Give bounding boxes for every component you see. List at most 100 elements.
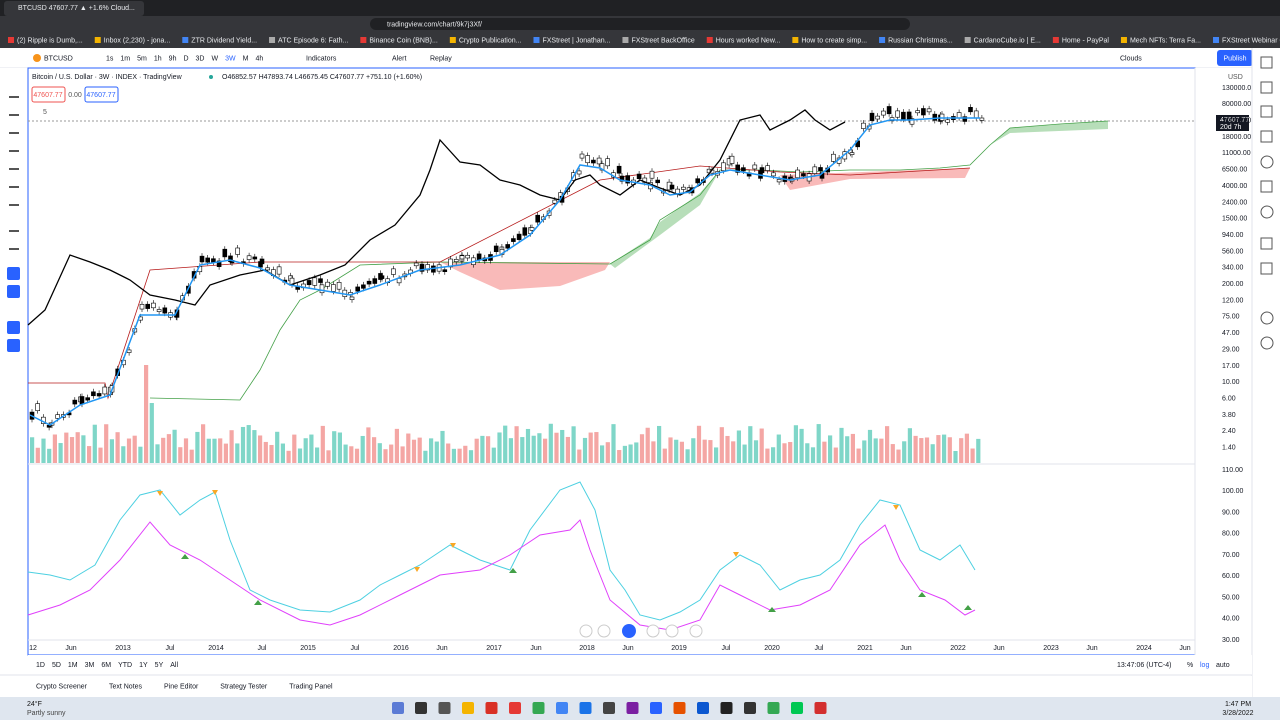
log-toggle[interactable]: log bbox=[1200, 662, 1209, 669]
bookmark[interactable]: (2) Ripple is Dumb,... bbox=[17, 37, 83, 44]
volume-bar bbox=[736, 430, 741, 463]
interval[interactable]: M bbox=[243, 55, 249, 62]
taskbar-app[interactable] bbox=[650, 702, 662, 714]
replay[interactable]: Replay bbox=[430, 55, 452, 62]
bookmark[interactable]: FXStreet BackOffice bbox=[631, 37, 694, 44]
candle bbox=[276, 266, 282, 275]
interval[interactable]: 1h bbox=[154, 55, 162, 62]
percent-toggle[interactable]: % bbox=[1187, 662, 1193, 669]
volume-bar bbox=[41, 438, 46, 463]
taskbar-app[interactable] bbox=[791, 702, 803, 714]
taskbar-app[interactable] bbox=[556, 702, 568, 714]
interval[interactable]: 3W bbox=[225, 55, 236, 62]
taskbar-app[interactable] bbox=[814, 702, 827, 714]
taskbar-app[interactable] bbox=[767, 702, 780, 714]
volume-bar bbox=[867, 429, 873, 463]
taskbar-app[interactable] bbox=[697, 702, 709, 714]
bookmark[interactable]: Crypto Publication... bbox=[459, 37, 522, 44]
range-button[interactable]: All bbox=[170, 662, 178, 669]
panel-tab[interactable]: Strategy Tester bbox=[220, 683, 268, 690]
alert[interactable]: Alert bbox=[392, 55, 406, 62]
taskbar-app[interactable] bbox=[626, 702, 639, 714]
bookmark[interactable]: Inbox (2,230) - jona... bbox=[104, 37, 171, 44]
address-bar[interactable] bbox=[370, 18, 910, 30]
volume-bar bbox=[69, 437, 75, 463]
bookmark-icon bbox=[1120, 37, 1127, 43]
taskbar-app[interactable] bbox=[673, 702, 686, 714]
bookmark[interactable]: Hours worked New... bbox=[716, 37, 781, 44]
price-label: 10.00 bbox=[1222, 379, 1240, 386]
bookmark[interactable]: Home - PayPal bbox=[1062, 37, 1110, 44]
range-button[interactable]: 6M bbox=[101, 662, 111, 669]
volume-bar bbox=[525, 428, 531, 463]
interval[interactable]: 1m bbox=[120, 55, 130, 62]
taskbar-app[interactable] bbox=[485, 702, 498, 714]
bookmark-icon bbox=[360, 37, 367, 43]
layout-name[interactable]: Clouds bbox=[1120, 55, 1142, 62]
time-label: 2019 bbox=[671, 645, 687, 652]
bookmark[interactable]: CardanoCube.io | E... bbox=[974, 37, 1041, 44]
interval[interactable]: 4h bbox=[255, 55, 263, 62]
price-label: 17.00 bbox=[1222, 363, 1240, 370]
tab[interactable] bbox=[4, 1, 144, 16]
candle bbox=[222, 248, 228, 258]
panel-tab[interactable]: Pine Editor bbox=[164, 683, 199, 690]
bookmark[interactable]: FXStreet Webinar G... bbox=[1222, 37, 1280, 44]
interval[interactable]: D bbox=[183, 55, 188, 62]
buy-price[interactable]: 47607.77 bbox=[86, 92, 115, 99]
taskbar-app[interactable] bbox=[603, 702, 615, 714]
volume-bar bbox=[759, 428, 764, 463]
bookmark[interactable]: Binance Coin (BNB)... bbox=[369, 37, 438, 44]
range-button[interactable]: 1D bbox=[36, 662, 45, 669]
taskbar-app[interactable] bbox=[532, 702, 545, 714]
taskbar-app[interactable] bbox=[720, 702, 733, 714]
sell-price[interactable]: 47607.77 bbox=[33, 92, 62, 99]
taskbar-app[interactable] bbox=[509, 702, 521, 714]
interval[interactable]: 9h bbox=[169, 55, 177, 62]
indicators[interactable]: Indicators bbox=[306, 55, 337, 62]
bookmark-icon bbox=[269, 37, 276, 43]
volume-bar bbox=[235, 443, 240, 463]
bookmark[interactable]: How to create simp... bbox=[801, 37, 867, 44]
volume-bar bbox=[212, 438, 217, 463]
candle bbox=[35, 403, 41, 411]
bookmark[interactable]: Russian Christmas... bbox=[888, 37, 953, 44]
range-button[interactable]: 5D bbox=[52, 662, 61, 669]
interval[interactable]: W bbox=[211, 55, 218, 62]
volume-bar bbox=[206, 438, 211, 463]
interval[interactable]: 5m bbox=[137, 55, 147, 62]
lagging-span bbox=[27, 109, 846, 326]
taskbar-app[interactable] bbox=[462, 702, 474, 714]
volume-bar bbox=[246, 425, 251, 463]
interval[interactable]: 1s bbox=[106, 55, 114, 62]
range-button[interactable]: 5Y bbox=[155, 662, 164, 669]
chart-area[interactable] bbox=[27, 67, 1196, 656]
taskbar-app[interactable] bbox=[744, 702, 756, 714]
panel-tab[interactable]: Crypto Screener bbox=[36, 683, 88, 690]
candle bbox=[366, 280, 372, 285]
symbol[interactable]: BTCUSD bbox=[44, 55, 73, 62]
range-button[interactable]: YTD bbox=[118, 662, 132, 669]
taskbar-app[interactable] bbox=[438, 702, 451, 714]
bookmark[interactable]: Mech NFTs: Terra Fa... bbox=[1130, 37, 1201, 44]
taskbar-app[interactable] bbox=[579, 702, 592, 714]
volume-bar bbox=[976, 438, 981, 463]
bookmark[interactable]: ZTR Dividend Yield... bbox=[191, 37, 257, 44]
volume-bar bbox=[964, 433, 969, 463]
panel-tab[interactable]: Text Notes bbox=[109, 683, 143, 690]
volume-bar bbox=[805, 443, 810, 463]
panel-tab[interactable]: Trading Panel bbox=[289, 683, 333, 690]
range-button[interactable]: 1M bbox=[68, 662, 78, 669]
bookmark[interactable]: FXStreet | Jonathan... bbox=[542, 37, 610, 44]
candle bbox=[156, 309, 162, 312]
candle bbox=[126, 349, 132, 353]
taskbar-app[interactable] bbox=[415, 702, 427, 714]
volume-bar bbox=[155, 444, 160, 463]
publish-button[interactable] bbox=[1217, 50, 1253, 66]
interval[interactable]: 3D bbox=[196, 55, 205, 62]
range-button[interactable]: 3M bbox=[85, 662, 95, 669]
auto-toggle[interactable]: auto bbox=[1216, 662, 1230, 669]
bookmark-icon bbox=[706, 37, 713, 43]
range-button[interactable]: 1Y bbox=[139, 662, 148, 669]
bookmark[interactable]: ATC Episode 6: Fath... bbox=[278, 37, 348, 44]
